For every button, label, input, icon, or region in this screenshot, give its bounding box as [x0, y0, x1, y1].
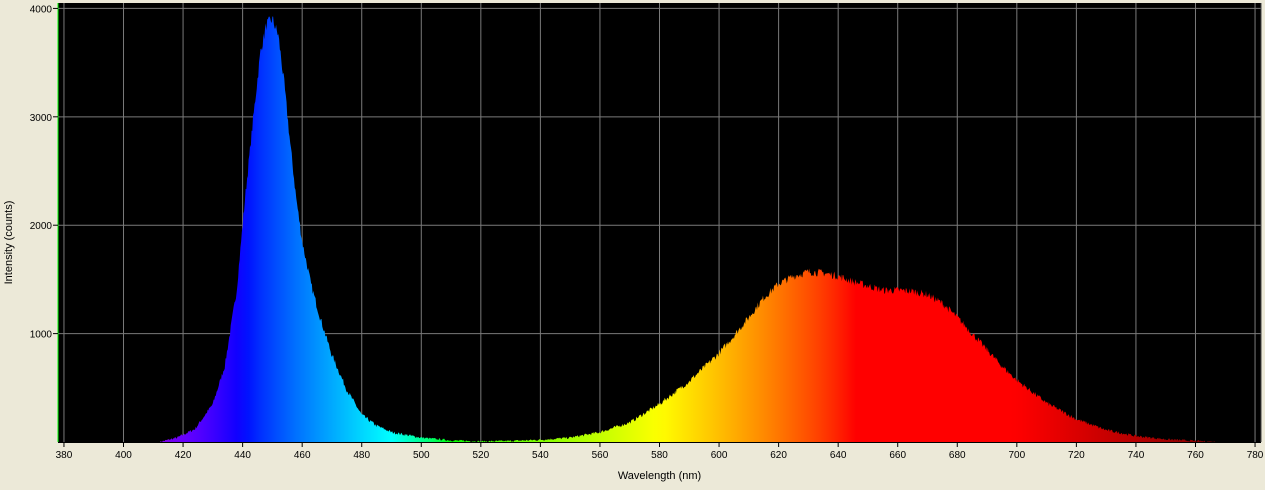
x-tick-label: 680 [949, 450, 966, 461]
spectrum-area-layer [159, 16, 1220, 442]
x-tick-label: 640 [830, 450, 847, 461]
y-tick-label: 2000 [30, 221, 53, 232]
x-tick-label: 600 [711, 450, 728, 461]
x-tick-label: 740 [1128, 450, 1145, 461]
x-tick-label: 440 [234, 450, 251, 461]
x-tick-label: 420 [175, 450, 192, 461]
tick-labels: 380 400 420 440 460 480 500 520 540 560 580 600 620 6… [30, 4, 1264, 461]
axes [53, 3, 1262, 447]
x-tick-label: 620 [770, 450, 787, 461]
x-tick-label: 580 [651, 450, 668, 461]
x-tick-label: 520 [472, 450, 489, 461]
x-tick-label: 500 [413, 450, 430, 461]
x-tick-label: 540 [532, 450, 549, 461]
x-tick-label: 760 [1187, 450, 1204, 461]
x-tick-label: 660 [889, 450, 906, 461]
x-axis-title: Wavelength (nm) [618, 470, 701, 482]
x-tick-label: 400 [115, 450, 132, 461]
x-tick-label: 780 [1247, 450, 1264, 461]
x-tick-label: 700 [1008, 450, 1025, 461]
x-tick-label: 560 [592, 450, 609, 461]
y-tick-label: 3000 [30, 113, 53, 124]
x-tick-label: 480 [353, 450, 370, 461]
x-tick-label: 460 [294, 450, 311, 461]
y-tick-label: 1000 [30, 330, 53, 341]
x-tick-label: 380 [56, 450, 73, 461]
spectrum-area [159, 16, 1220, 442]
y-tick-label: 4000 [30, 4, 53, 15]
y-axis-title: Intensity (counts) [3, 201, 15, 285]
x-tick-label: 720 [1068, 450, 1085, 461]
